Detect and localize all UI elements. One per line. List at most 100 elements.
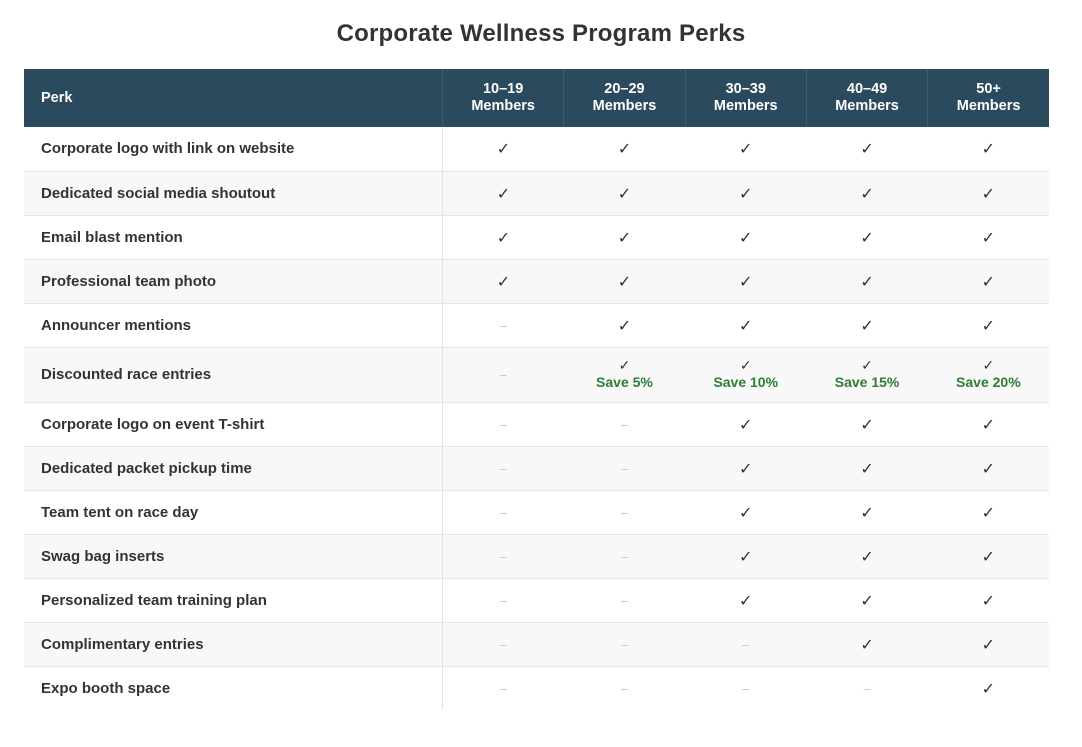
checkmark-icon: ✓ xyxy=(981,315,996,335)
perk-cell-tier-5: ✓ xyxy=(927,259,1049,304)
discount-stack: ✓ Save 20% xyxy=(928,357,1049,391)
checkmark-icon: ✓ xyxy=(739,315,753,335)
checkmark-icon: ✓ xyxy=(860,458,874,478)
checkmark-icon: ✓ xyxy=(739,227,753,247)
perk-cell-tier-1: – xyxy=(442,490,564,535)
page-title: Corporate Wellness Program Perks xyxy=(336,20,746,47)
perk-cell-tier-3: ✓ xyxy=(685,534,807,579)
perk-cell-tier-4: ✓ xyxy=(806,171,928,216)
checkmark-icon: ✓ xyxy=(618,357,631,374)
checkmark-icon: ✓ xyxy=(860,183,874,203)
perks-table: Perk 10–19 Members 20–29 Members 30–39 Memb… xyxy=(24,69,1049,710)
tier-range: 20–29 xyxy=(604,81,645,97)
table-row: Team tent on race day – – ✓ ✓ ✓ xyxy=(24,490,1049,535)
checkmark-icon: ✓ xyxy=(981,139,996,159)
perk-cell-tier-1: – xyxy=(442,402,564,447)
perk-cell-tier-4: ✓ xyxy=(806,446,928,491)
checkmark-icon: ✓ xyxy=(739,139,753,159)
perk-cell-tier-5: ✓ xyxy=(927,127,1049,172)
checkmark-icon: ✓ xyxy=(981,546,996,566)
checkmark-icon: ✓ xyxy=(860,590,874,610)
column-header-tier-3: 30–39 Members xyxy=(684,69,807,127)
perk-cell-tier-1: ✓ xyxy=(442,127,564,172)
perk-cell-tier-3: ✓ Save 10% xyxy=(685,347,807,403)
perk-cell-tier-1: ✓ xyxy=(442,171,564,216)
perk-cell-tier-5: ✓ xyxy=(927,303,1049,348)
checkmark-icon: ✓ xyxy=(981,227,996,247)
perk-cell-tier-4: ✓ xyxy=(806,127,928,172)
perk-name: Expo booth space xyxy=(24,666,443,710)
dash-icon: – xyxy=(620,460,629,476)
checkmark-icon: ✓ xyxy=(982,357,995,374)
perk-cell-tier-1: – xyxy=(442,446,564,491)
checkmark-icon: ✓ xyxy=(981,634,996,654)
table-row: Discounted race entries – ✓ Save 5% ✓ Save 10… xyxy=(24,347,1049,403)
perk-cell-tier-2: – xyxy=(563,622,686,667)
perk-cell-tier-5: ✓ xyxy=(927,215,1049,260)
perk-cell-tier-3: ✓ xyxy=(685,259,807,304)
perk-cell-tier-2: – xyxy=(563,402,686,447)
perk-cell-tier-3: ✓ xyxy=(685,171,807,216)
table-row: Announcer mentions – ✓ ✓ ✓ ✓ xyxy=(24,303,1049,348)
perk-cell-tier-1: – xyxy=(442,534,564,579)
discount-stack: ✓ Save 5% xyxy=(564,357,685,391)
perk-cell-tier-2: – xyxy=(564,666,685,710)
checkmark-icon: ✓ xyxy=(981,502,996,522)
perk-cell-tier-2: ✓ xyxy=(563,259,686,304)
column-header-tier-2: 20–29 Members xyxy=(563,69,686,127)
perk-cell-tier-1: – xyxy=(442,622,564,667)
perk-cell-tier-1: – xyxy=(443,666,564,710)
column-header-tier-4: 40–49 Members xyxy=(805,69,928,127)
perk-cell-tier-3: – xyxy=(685,666,806,710)
dash-icon: – xyxy=(620,680,629,696)
checkmark-icon: ✓ xyxy=(860,414,874,434)
table-row: Dedicated packet pickup time – – ✓ ✓ ✓ xyxy=(24,446,1049,491)
dash-icon: – xyxy=(499,592,508,608)
dash-icon: – xyxy=(863,680,871,696)
table-row: Expo booth space – – – – ✓ xyxy=(24,666,1049,710)
perk-cell-tier-5: ✓ xyxy=(927,490,1049,535)
tier-range: 50+ xyxy=(976,81,1001,97)
perk-cell-tier-5: ✓ xyxy=(927,446,1049,491)
perk-cell-tier-2: ✓ xyxy=(563,215,686,260)
perk-name: Corporate logo on event T-shirt xyxy=(24,402,443,447)
perk-cell-tier-5: ✓ xyxy=(927,402,1049,447)
checkmark-icon: ✓ xyxy=(860,315,874,335)
discount-label: Save 20% xyxy=(956,373,1021,390)
perk-cell-tier-4: ✓ xyxy=(806,215,928,260)
perk-cell-tier-4: – xyxy=(806,666,927,710)
discount-label: Save 15% xyxy=(834,373,900,390)
checkmark-icon: ✓ xyxy=(981,183,996,203)
dash-icon: – xyxy=(742,680,750,696)
dash-icon: – xyxy=(742,636,750,652)
dash-icon: – xyxy=(499,460,508,476)
perk-cell-tier-3: ✓ xyxy=(685,127,807,172)
tier-unit: Members xyxy=(713,98,778,114)
checkmark-icon: ✓ xyxy=(861,357,873,374)
table-row: Complimentary entries – – – ✓ ✓ xyxy=(24,622,1049,667)
tier-range: 40–49 xyxy=(846,81,888,97)
perk-cell-tier-4: ✓ xyxy=(806,402,928,447)
perk-name: Professional team photo xyxy=(24,259,443,304)
perk-name: Swag bag inserts xyxy=(24,534,443,579)
checkmark-icon: ✓ xyxy=(496,227,511,247)
perk-name: Announcer mentions xyxy=(24,303,443,348)
perk-name: Complimentary entries xyxy=(24,622,443,667)
table-row: Personalized team training plan – – ✓ ✓ ✓ xyxy=(24,578,1049,623)
checkmark-icon: ✓ xyxy=(981,458,996,478)
perk-cell-tier-3: ✓ xyxy=(685,402,807,447)
perk-name: Email blast mention xyxy=(24,215,443,260)
perk-cell-tier-2: – xyxy=(563,446,686,491)
checkmark-icon: ✓ xyxy=(739,590,753,610)
dash-icon: – xyxy=(620,416,629,432)
perk-name: Discounted race entries xyxy=(24,347,443,403)
checkmark-icon: ✓ xyxy=(496,183,511,203)
discount-stack: ✓ Save 15% xyxy=(806,357,927,391)
tier-unit: Members xyxy=(956,98,1021,114)
perk-name: Corporate logo with link on website xyxy=(24,127,443,172)
checkmark-icon: ✓ xyxy=(739,502,753,522)
tier-unit: Members xyxy=(835,98,899,114)
dash-icon: – xyxy=(499,367,508,382)
dash-icon: – xyxy=(499,317,508,333)
dash-icon: – xyxy=(499,636,508,652)
